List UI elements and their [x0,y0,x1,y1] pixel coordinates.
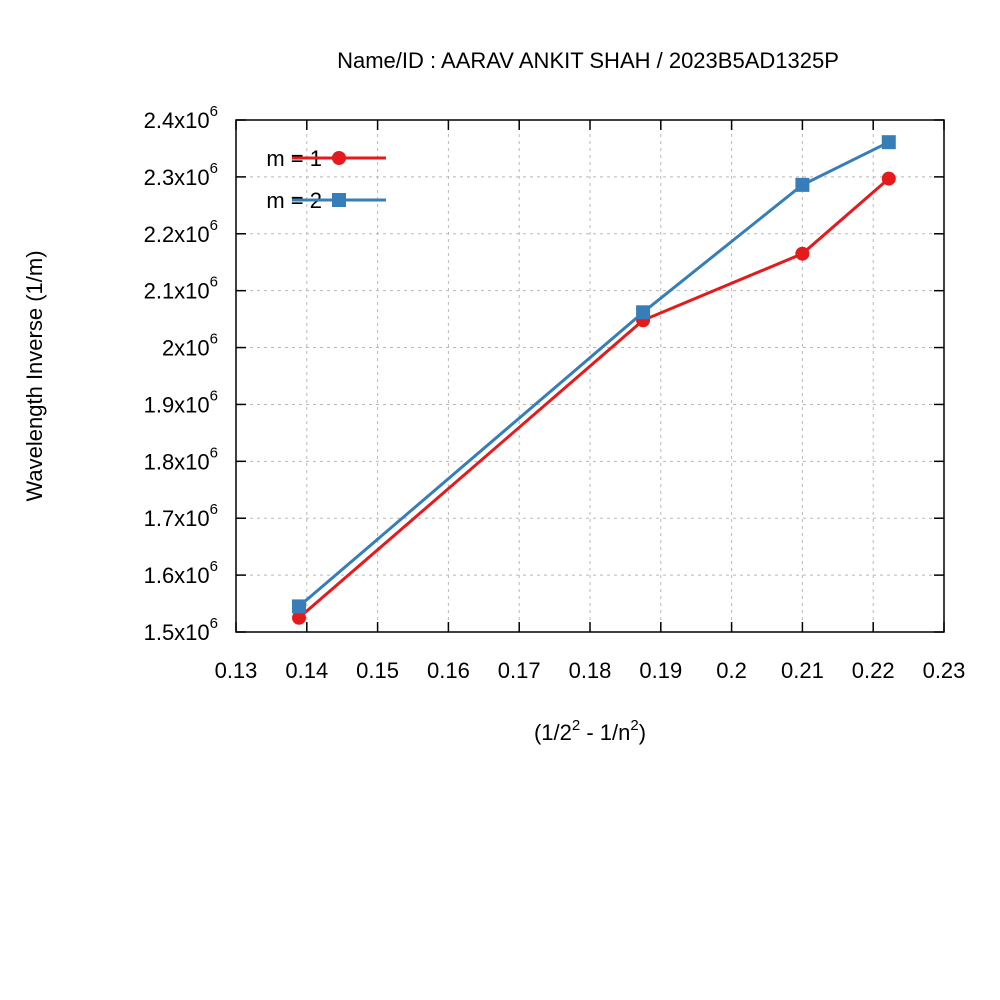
y-tick-label: 1.8x106 [144,444,218,474]
legend-marker [332,151,346,165]
data-point [881,135,896,150]
x-tick-label: 0.17 [498,658,541,683]
y-tick-label: 1.9x106 [144,387,218,417]
series-layer [292,135,896,625]
y-tick-label: 1.5x106 [144,615,218,645]
legend-item: m = 2 [266,188,386,213]
data-point [795,246,810,261]
y-tick-label: 2.1x106 [144,274,218,304]
data-point [292,599,307,614]
y-tick-label: 2x106 [162,331,218,361]
legend: m = 1 m = 2 [266,146,386,213]
data-point [636,305,651,320]
x-tick-label: 0.16 [427,658,470,683]
x-tick-label: 0.13 [215,658,258,683]
y-tick-label: 1.6x106 [144,558,218,588]
data-point [292,610,307,625]
x-tick-label: 0.22 [852,658,895,683]
x-tick-label: 0.15 [356,658,399,683]
x-tick-label: 0.2 [716,658,747,683]
series-2 [292,135,896,614]
y-tick-label: 2.3x106 [144,160,218,190]
series-line [298,177,890,619]
plot-frame [235,119,945,633]
x-tick-labels: 0.13 0.14 0.15 0.16 0.17 0.18 0.19 0.2 0.21 0.22 0… [215,658,966,683]
y-tick-label: 2.4x106 [144,103,218,133]
x-tick-label: 0.14 [285,658,328,683]
legend-marker [332,193,346,207]
chart-title: Name/ID : AARAV ANKIT SHAH / 2023B5AD132… [337,48,839,73]
data-point [881,171,896,186]
y-tick-labels: 1.5x106 1.6x106 1.7x106 1.8x106 1.9x106 2x106… [144,103,218,645]
legend-item: m = 1 [266,146,386,171]
y-tick-label: 2.2x106 [144,217,218,247]
y-tick-label: 1.7x106 [144,501,218,531]
x-axis-title: (1/22 - 1/n2) [534,717,646,745]
series-1 [292,171,896,625]
series-line [298,140,890,608]
x-tick-label: 0.18 [569,658,612,683]
x-tick-label: 0.23 [923,658,966,683]
data-point [795,177,810,192]
y-axis-title: Wavelength Inverse (1/m) [22,250,47,501]
x-tick-label: 0.21 [781,658,824,683]
x-tick-label: 0.19 [639,658,682,683]
